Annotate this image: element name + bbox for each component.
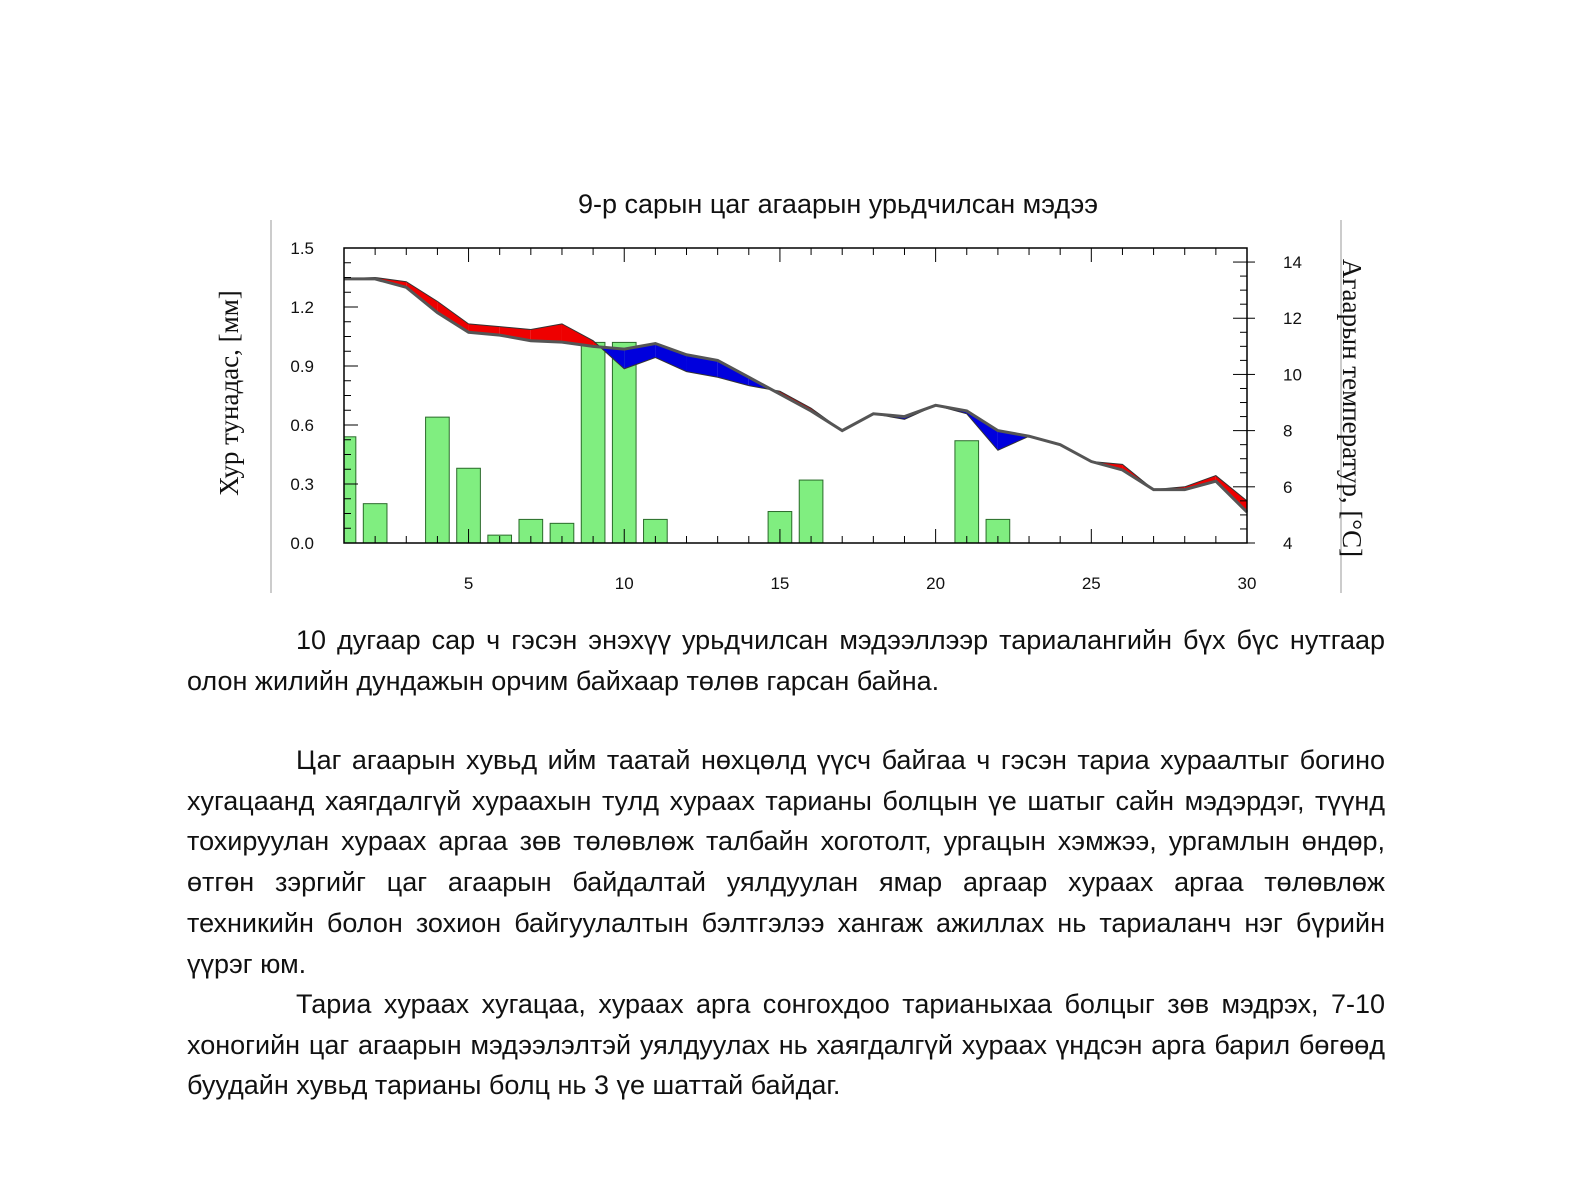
right-axis-label: Агаарын температур, [°C]	[1337, 259, 1367, 557]
paragraph-2: Цаг агаарын хувьд ийм таатай нөхцөлд үүс…	[187, 740, 1385, 984]
paragraph-1: 10 дугаар сар ч гэсэн энэхүү урьдчилсан …	[187, 620, 1385, 701]
y-right-tick-label: 10	[1283, 365, 1302, 384]
y-right-tick-label: 6	[1283, 478, 1292, 497]
paragraph-1-text: 10 дугаар сар ч гэсэн энэхүү урьдчилсан …	[187, 625, 1385, 696]
paragraph-3-text: Тариа хураах хугацаа, хураах арга сонгох…	[187, 989, 1385, 1101]
precip-bar	[425, 416, 450, 544]
precip-bar	[954, 440, 980, 544]
precip-bar	[343, 436, 357, 544]
left-axis-label: Хур тунадас, [мм]	[214, 290, 244, 496]
warm-anomaly-fill	[437, 301, 469, 333]
precipitation-bars	[343, 341, 1011, 544]
axes: 5 10 15 20 25 30 0.0 0.3 0.6 0.9 1.2 1.5 4 6 8 10 12 14	[290, 239, 1302, 593]
warm-anomaly-fill	[561, 323, 594, 347]
temperature-lines	[343, 276, 1249, 514]
x-tick-label: 10	[615, 574, 634, 593]
cold-anomaly-fill	[624, 343, 656, 369]
y-left-tick-label: 0.6	[290, 416, 314, 435]
y-left-tick-label: 0.3	[290, 475, 314, 494]
y-right-tick-label: 4	[1283, 534, 1292, 553]
temperature-normal-line	[344, 277, 1249, 514]
paragraph-2-text: Цаг агаарын хувьд ийм таатай нөхцөлд үүс…	[187, 745, 1385, 979]
x-tick-label: 30	[1238, 574, 1257, 593]
y-left-tick-label: 1.2	[290, 298, 314, 317]
x-tick-label: 15	[770, 574, 789, 593]
weather-forecast-chart: 9-р сарын цаг агаарын урьдчилсан мэдээ 5…	[214, 189, 1367, 593]
x-tick-label: 25	[1082, 574, 1101, 593]
x-tick-label: 5	[464, 574, 473, 593]
warm-anomaly-fill	[499, 326, 531, 341]
x-tick-label: 20	[926, 574, 945, 593]
y-right-tick-label: 12	[1283, 309, 1302, 328]
y-left-tick-label: 1.5	[290, 239, 314, 258]
y-left-tick-label: 0.0	[290, 534, 314, 553]
precip-bar	[580, 341, 606, 544]
cold-anomaly-fill	[717, 360, 749, 386]
paragraph-3: Тариа хураах хугацаа, хураах арга сонгох…	[187, 984, 1385, 1106]
y-left-tick-label: 0.9	[290, 357, 314, 376]
precip-bar	[798, 479, 824, 544]
chart-title: 9-р сарын цаг агаарын урьдчилсан мэдээ	[578, 189, 1098, 219]
y-right-tick-label: 8	[1283, 422, 1292, 441]
precip-bar	[611, 341, 637, 544]
cold-anomaly-fill	[655, 343, 687, 372]
y-right-tick-label: 14	[1283, 253, 1302, 272]
